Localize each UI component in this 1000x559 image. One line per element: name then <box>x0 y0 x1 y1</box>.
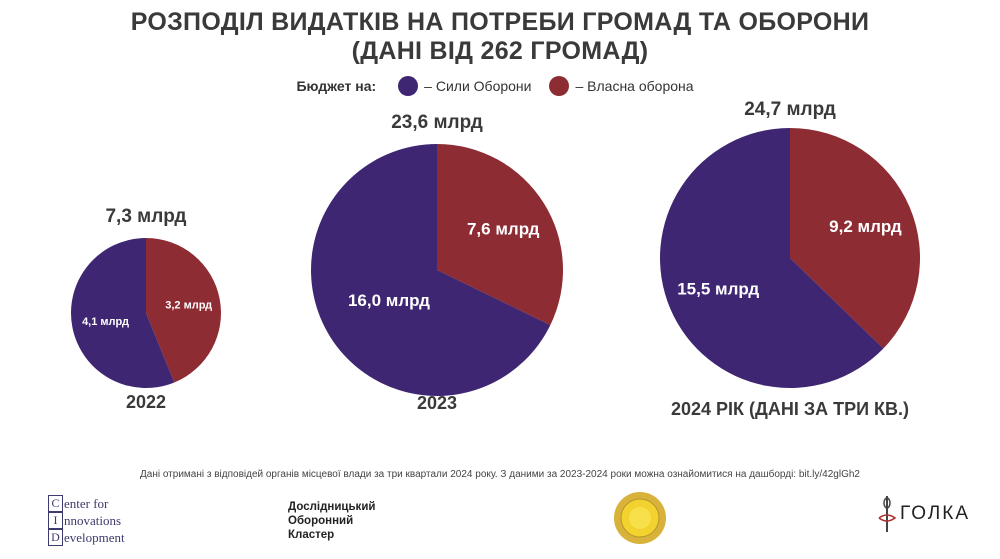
chart-title-line2: (ДАНІ ВІД 262 ГРОМАД) <box>351 37 649 65</box>
legend: Бюджет на: – Сили Оборони – Власна оборо… <box>0 76 1000 96</box>
pie-year-label-2022: 2022 <box>126 392 166 412</box>
slice-value-label-2024-own-defense: 9,2 млрд <box>829 217 902 236</box>
golka-text: ГОЛКА <box>900 503 970 524</box>
legend-item-armed-forces: – Сили Оборони <box>398 76 531 96</box>
pie-slice-2023-armed-forces <box>311 144 551 396</box>
pie-slice-2022-own-defense <box>146 238 222 383</box>
pie-slice-2022-armed-forces <box>71 237 175 388</box>
pie-slice-2024-own-defense <box>790 128 920 349</box>
chart-title-line1: РОЗПОДІЛ ВИДАТКІВ НА ПОТРЕБИ ГРОМАД ТА О… <box>130 8 870 36</box>
legend-swatch-armed-forces <box>398 76 419 96</box>
pie-year-label-2024: 2024 РІК (ДАНІ ЗА ТРИ КВ.) <box>671 399 909 419</box>
legend-text-own-defense: – Власна оборона <box>575 78 694 94</box>
footnote: Дані отримані з відповідей органів місце… <box>139 469 860 480</box>
pie-total-label-2024: 24,7 млрд <box>744 99 836 120</box>
needle-icon <box>878 496 897 532</box>
slice-value-label-2023-armed-forces: 16,0 млрд <box>348 291 430 310</box>
legend-label: Бюджет на: <box>296 78 377 94</box>
slice-value-label-2023-own-defense: 7,6 млрд <box>467 220 540 239</box>
pie-year-label-2023: 2023 <box>417 393 457 413</box>
slice-value-label-2024-armed-forces: 15,5 млрд <box>677 279 759 298</box>
slice-value-label-2022-own-defense: 3,2 млрд <box>165 299 212 311</box>
chart-title: РОЗПОДІЛ ВИДАТКІВ НА ПОТРЕБИ ГРОМАД ТА О… <box>0 8 1000 66</box>
pie-slice-2023-own-defense <box>437 144 563 326</box>
pie-total-label-2023: 23,6 млрд <box>391 112 483 133</box>
seal-logo <box>612 490 668 551</box>
golka-logo: ГОЛКА <box>876 494 970 534</box>
pie-total-label-2022: 7,3 млрд <box>105 206 186 227</box>
legend-item-own-defense: – Власна оборона <box>549 76 694 96</box>
legend-text-armed-forces: – Сили Оборони <box>424 78 532 94</box>
pie-charts: 3,2 млрд 4,1 млрд 7,3 млрд 2022 7,6 млрд 16,0… <box>71 99 920 419</box>
legend-swatch-own-defense <box>549 76 570 96</box>
slice-value-label-2022-armed-forces: 4,1 млрд <box>82 316 129 328</box>
research-cluster-logo: Дослідницький Оборонний Кластер <box>288 501 376 541</box>
pie-slice-2024-armed-forces <box>660 128 884 389</box>
